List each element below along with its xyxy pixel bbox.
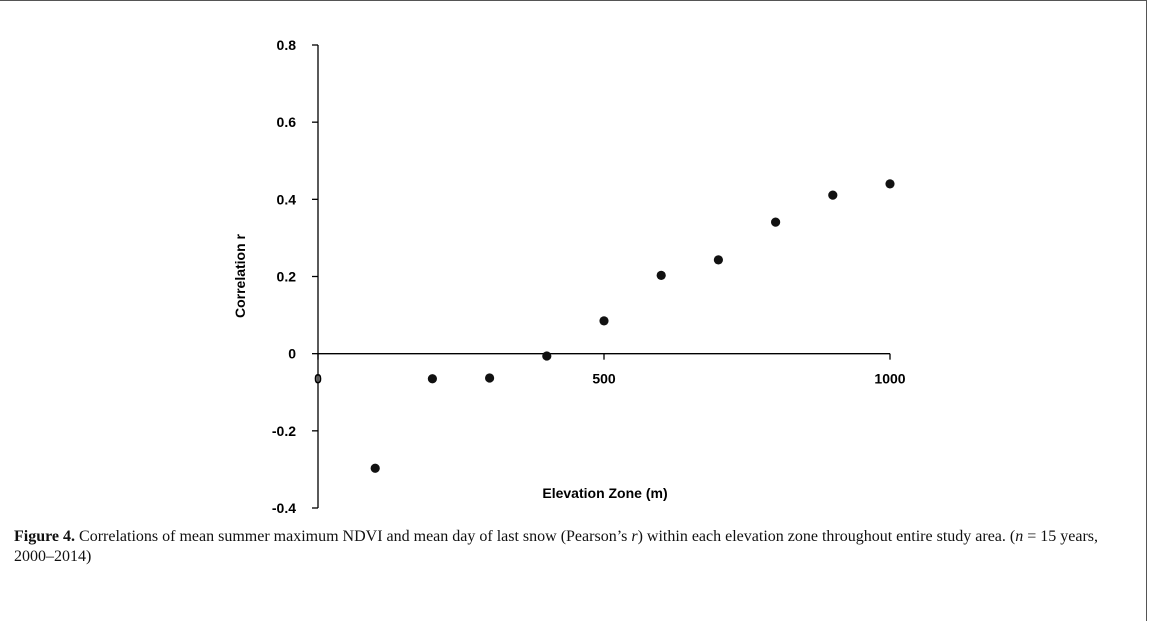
- caption-text-2: ) within each elevation zone throughout …: [637, 528, 1016, 545]
- figure-caption: Figure 4. Correlations of mean summer ma…: [14, 527, 1134, 567]
- caption-label: Figure 4.: [14, 528, 76, 545]
- y-tick-label: -0.2: [272, 423, 296, 439]
- y-tick-label: 0: [288, 346, 296, 362]
- caption-r-symbol: r: [631, 528, 638, 545]
- data-point: [713, 255, 724, 265]
- data-point: [885, 179, 895, 189]
- data-point: [599, 316, 609, 326]
- x-axis-title: Elevation Zone (m): [542, 485, 667, 501]
- data-point: [771, 217, 781, 227]
- data-point: [656, 270, 666, 280]
- data-point: [427, 374, 437, 384]
- y-tick-label: -0.4: [272, 500, 296, 516]
- data-point: [542, 351, 552, 361]
- data-point: [370, 463, 380, 473]
- x-tick-label: 1000: [874, 371, 905, 387]
- x-tick-label: 0: [314, 371, 322, 387]
- y-tick-label: 0.8: [277, 37, 297, 53]
- data-point: [828, 190, 838, 200]
- x-tick-label: 500: [592, 371, 616, 387]
- caption-text-3: = 15 years, 2000–2014): [14, 528, 1099, 565]
- caption-n-symbol: n: [1015, 528, 1024, 545]
- data-point: [485, 373, 495, 383]
- y-tick-label: 0.6: [277, 114, 297, 130]
- y-tick-label: 0.2: [277, 269, 297, 285]
- y-tick-label: 0.4: [277, 191, 297, 207]
- scatter-chart: -0.4 -0.2 0 0.2 0.4 0.6 0.8 0 500 1000 Elevation Z…: [232, 37, 906, 516]
- y-axis-title: Correlation r: [232, 233, 248, 318]
- caption-text-1: Correlations of mean summer maximum NDVI…: [75, 528, 632, 545]
